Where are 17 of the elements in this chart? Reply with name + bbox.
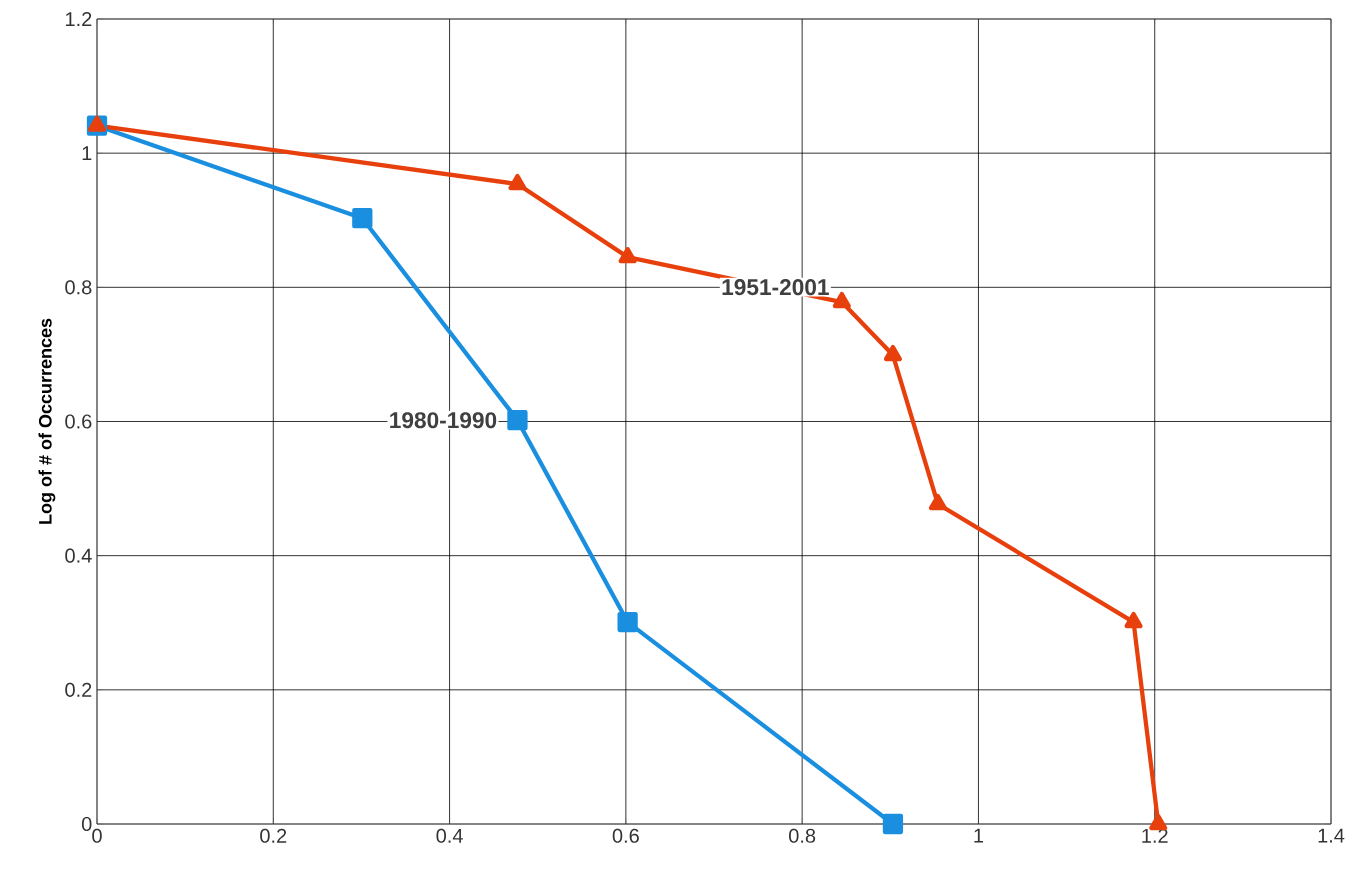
y-tick-label: 1.2: [66, 12, 92, 26]
series-label: 1951-2001: [722, 279, 829, 296]
y-tick-label: 0.2: [65, 682, 92, 697]
series-label: 1980-1990: [390, 412, 497, 429]
x-tick-label: 1: [974, 828, 984, 843]
x-tick-label: 1.4: [1318, 828, 1345, 843]
x-tick-label: 0.8: [789, 828, 816, 843]
y-tick-label: 1: [82, 146, 92, 161]
x-tick-label: 0: [92, 828, 102, 843]
x-tick-label: 0.2: [260, 828, 287, 843]
y-tick-label: 0.6: [65, 414, 92, 429]
y-tick-label: 0: [81, 816, 92, 832]
x-tick-label: 0.4: [436, 828, 463, 843]
y-tick-label: 0.4: [65, 548, 92, 563]
y-tick-label: 0.8: [65, 280, 92, 295]
x-tick-label: 0.6: [612, 828, 639, 843]
y-axis-title: Log of # of Occurrences: [38, 318, 56, 524]
